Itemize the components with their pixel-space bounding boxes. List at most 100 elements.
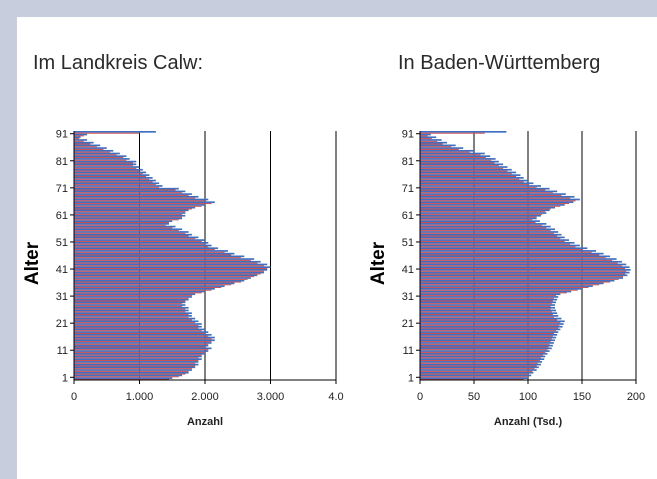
bar-calw-female-age-79	[74, 165, 133, 167]
bar-bw-male-age-2	[420, 371, 534, 374]
bar-calw-male-age-0	[74, 377, 173, 379]
bar-calw-male-age-86	[74, 144, 101, 147]
bar-calw-male-age-42	[74, 263, 268, 266]
bar-bw-male-age-68	[420, 193, 566, 195]
bar-calw-female-age-70	[74, 189, 176, 191]
bar-bw-female-age-72	[420, 184, 530, 186]
bar-bw-female-age-81	[420, 159, 492, 161]
bar-calw-female-age-32	[74, 292, 202, 294]
bar-bw-male-age-7	[420, 358, 545, 361]
bar-bw-male-age-77	[420, 168, 512, 171]
bar-bw-female-age-42	[420, 265, 622, 267]
bar-calw-male-age-24	[74, 312, 192, 315]
bar-calw-male-age-27	[74, 304, 186, 306]
bar-calw-female-age-36	[74, 281, 242, 283]
bar-bw-male-age-21	[420, 320, 565, 323]
bar-bw-female-age-44	[420, 259, 613, 261]
bar-bw-female-age-52	[420, 238, 561, 240]
bar-calw-female-age-28	[74, 303, 183, 305]
bar-bw-female-age-49	[420, 246, 576, 248]
bar-bw-female-age-22	[420, 319, 558, 321]
bar-bw-female-age-73	[420, 181, 524, 183]
bar-calw-female-age-16	[74, 335, 209, 337]
bar-bw-male-age-1	[420, 374, 532, 377]
bar-calw-female-age-29	[74, 300, 186, 302]
bar-calw-female-age-9	[74, 354, 202, 356]
bar-calw-female-age-67	[74, 197, 196, 199]
bar-calw-female-age-80	[74, 162, 133, 164]
bar-calw-male-age-77	[74, 168, 143, 171]
bar-bw-female-age-51	[420, 240, 565, 242]
bar-bw-female-age-23	[420, 316, 554, 318]
bar-bw-female-age-56	[420, 227, 547, 229]
y-tick-label-calw-8: 81	[56, 156, 68, 168]
bar-bw-female-age-83	[420, 154, 481, 156]
bar-bw-female-age-87	[420, 143, 443, 145]
bar-calw-male-age-41	[74, 266, 271, 269]
bar-calw-female-age-63	[74, 208, 192, 210]
x-tick-label-bw-3: 150	[573, 391, 591, 403]
bar-calw-male-age-29	[74, 298, 189, 301]
bar-bw-male-age-16	[420, 333, 558, 336]
bar-bw-female-age-36	[420, 281, 611, 283]
bar-bw-male-age-88	[420, 139, 442, 141]
bar-calw-female-age-85	[74, 148, 104, 150]
bar-bw-female-age-45	[420, 257, 606, 259]
bar-bw-female-age-79	[420, 165, 499, 167]
y-tick-label-bw-2: 21	[402, 318, 414, 330]
bar-bw-male-age-23	[420, 315, 559, 317]
bar-calw-male-age-34	[74, 285, 225, 287]
bar-bw-male-age-91	[420, 131, 507, 133]
bar-calw-female-age-19	[74, 327, 199, 329]
bar-calw-female-age-82	[74, 157, 124, 159]
y-axis-title-bw: Alter	[368, 241, 389, 285]
bar-calw-male-age-18	[74, 328, 205, 331]
x-tick-label-calw-0: 0	[71, 391, 77, 403]
bar-bw-male-age-47	[420, 250, 597, 252]
bar-calw-female-age-55	[74, 230, 179, 232]
bar-calw-female-age-83	[74, 154, 117, 156]
bar-calw-male-age-11	[74, 347, 212, 350]
bar-bw-female-age-75	[420, 175, 517, 178]
bar-calw-female-age-45	[74, 257, 242, 259]
bar-bw-female-age-1	[420, 376, 527, 378]
bar-bw-female-age-16	[420, 335, 553, 337]
y-tick-label-bw-4: 41	[402, 264, 414, 276]
bar-calw-male-age-49	[74, 244, 212, 247]
bar-calw-female-age-44	[74, 259, 251, 261]
bar-bw-female-age-89	[420, 138, 432, 140]
bar-bw-male-age-26	[420, 306, 555, 309]
bar-bw-male-age-4	[420, 366, 539, 369]
bar-calw-male-age-21	[74, 320, 199, 323]
bar-calw-female-age-48	[74, 249, 215, 251]
bar-bw-female-age-24	[420, 314, 553, 316]
bar-bw-female-age-14	[420, 341, 551, 343]
bar-bw-female-age-50	[420, 243, 571, 245]
bar-bw-female-age-74	[420, 178, 520, 180]
y-tick-label-bw-0: 1	[408, 372, 414, 384]
bar-bw-male-age-10	[420, 350, 550, 352]
bar-bw-male-age-29	[420, 298, 558, 301]
bar-calw-female-age-58	[74, 221, 169, 224]
bar-calw-female-age-74	[74, 178, 150, 180]
bar-bw-female-age-60	[420, 216, 537, 218]
y-axis-title-calw: Alter	[22, 241, 43, 285]
bar-calw-male-age-79	[74, 163, 137, 166]
bar-bw-male-age-59	[420, 217, 537, 220]
bar-bw-male-age-44	[420, 258, 617, 260]
bar-calw-female-age-57	[74, 224, 166, 226]
bar-calw-male-age-6	[74, 361, 199, 363]
bar-bw-female-age-82	[420, 157, 486, 159]
bar-calw-female-age-15	[74, 338, 212, 340]
bar-bw-male-age-61	[420, 212, 547, 214]
bar-bw-female-age-78	[420, 167, 504, 169]
bar-bw-female-age-37	[420, 278, 619, 280]
bar-calw-female-age-59	[74, 219, 179, 221]
bar-bw-female-age-65	[420, 203, 570, 205]
bar-calw-male-age-76	[74, 171, 147, 174]
bar-bw-male-age-15	[420, 336, 557, 339]
bar-calw-female-age-22	[74, 319, 192, 321]
bar-calw-male-age-15	[74, 336, 215, 339]
x-tick-label-bw-0: 0	[417, 391, 423, 403]
bar-calw-male-age-56	[74, 225, 176, 228]
